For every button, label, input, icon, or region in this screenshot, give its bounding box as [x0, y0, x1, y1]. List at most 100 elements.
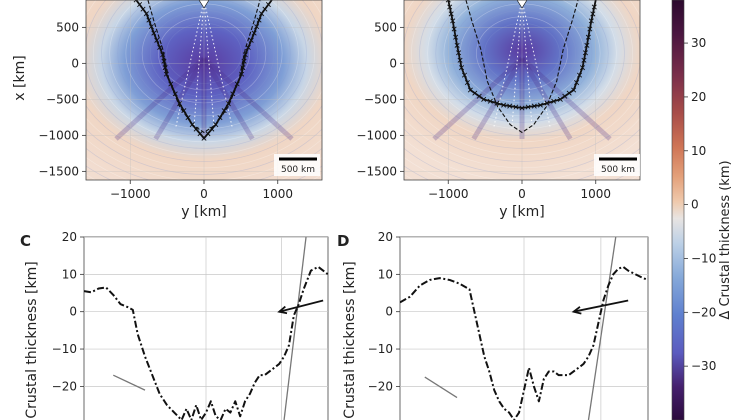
outline-marker — [487, 98, 493, 104]
impact-marker — [516, 0, 528, 9]
y-tick-label: 500 — [56, 20, 79, 34]
interior-streak — [471, 57, 525, 141]
interior-streak — [114, 56, 206, 141]
outline-marker — [453, 34, 459, 40]
outline-marker — [133, 0, 139, 3]
profile-line — [511, 0, 523, 129]
outline-marker — [525, 104, 531, 110]
y-tick-label: 20 — [378, 230, 393, 244]
outline-dashed — [147, 0, 261, 134]
profile-line — [493, 0, 523, 129]
impact-marker — [198, 0, 210, 9]
outline-marker — [230, 91, 236, 97]
panel-d-series — [400, 265, 648, 420]
outline-marker — [579, 65, 585, 71]
panel-d-annotations — [424, 237, 629, 420]
scalebar-a: 500 km — [274, 154, 320, 176]
colorbar-tick-label: 20 — [691, 90, 706, 104]
outline-marker — [248, 37, 254, 43]
y-tick-label: −10 — [368, 342, 393, 356]
outline-marker — [571, 87, 577, 93]
panel-c-series — [84, 265, 328, 420]
colorbar-label: Δ Crustal thickness (km) — [718, 160, 733, 319]
outline-marker — [143, 11, 149, 17]
interior-streak — [153, 57, 207, 141]
outline-marker — [185, 115, 191, 121]
panel-d-letter: D — [337, 232, 349, 250]
outline-marker — [464, 80, 470, 86]
outline-marker — [161, 58, 167, 64]
panel-c-ylabel: Crustal thickness [km] — [24, 261, 40, 418]
colorbar-tick-label: 0 — [691, 198, 699, 212]
colorbar-tick-label: 30 — [691, 36, 706, 50]
y-tick-label: 10 — [378, 267, 393, 281]
colorbar: 30 20 10 0 −10 −20 −30 Δ Crustal thickness (km… — [671, 0, 733, 420]
outline-marker — [160, 52, 166, 58]
colorbar-tick-label: 10 — [691, 144, 706, 158]
outline-marker — [456, 50, 462, 56]
outline-marker — [146, 17, 152, 23]
outline-marker — [590, 11, 596, 17]
slope-arrow-head — [277, 305, 288, 315]
interior-streak — [520, 56, 612, 141]
outline-marker — [519, 105, 525, 111]
outline-marker — [137, 2, 143, 8]
outline-marker — [209, 126, 215, 132]
outline-marker — [481, 96, 487, 102]
map-a-xlabel: y [km] — [181, 204, 226, 220]
outline-marker — [242, 52, 248, 58]
outline-marker — [588, 18, 594, 24]
outline-marker — [151, 30, 157, 36]
outline-marker — [140, 6, 146, 12]
y-tick-label: 0 — [69, 305, 77, 319]
outline-marker — [251, 30, 257, 36]
outline-marker — [459, 65, 465, 71]
outline-marker — [193, 126, 199, 132]
interior-streak — [202, 56, 294, 141]
outline-marker — [551, 98, 557, 104]
y-tick-label: −500 — [46, 92, 79, 106]
outline-marker — [577, 72, 583, 78]
outline-marker — [531, 103, 537, 109]
outline-marker — [189, 122, 195, 128]
outline-marker — [234, 81, 240, 87]
outline-marker — [239, 71, 245, 77]
outline-marker — [587, 26, 593, 32]
y-tick-label: 20 — [62, 230, 77, 244]
map-a-outlines — [133, 0, 273, 141]
panel-d-ticks: 20 10 0 −10 −20 — [368, 230, 400, 393]
map-a-ripples — [86, 0, 322, 180]
y-tick-label: 0 — [71, 56, 79, 70]
x-tick-label: 0 — [518, 187, 526, 201]
tangent-line — [113, 374, 146, 391]
outline-marker — [582, 50, 588, 56]
outline-marker — [584, 42, 590, 48]
profile-line — [521, 0, 533, 129]
y-tick-label: 0 — [385, 305, 393, 319]
outline-marker — [256, 17, 262, 23]
outline-marker — [566, 90, 572, 96]
panel-d-ylabel: Crustal thickness [km] — [342, 261, 358, 418]
outline-marker — [448, 11, 454, 17]
panel-c-grid — [84, 237, 328, 420]
outline-marker — [240, 65, 246, 71]
map-b-ripples — [404, 0, 640, 180]
outline-marker — [168, 81, 174, 87]
colorbar-tick-label: −30 — [691, 359, 716, 373]
outline-marker — [445, 0, 451, 3]
outline-marker — [163, 71, 169, 77]
outline-marker — [476, 93, 482, 99]
outline-marker — [562, 93, 568, 99]
outline-marker — [213, 122, 219, 128]
outline-marker — [513, 104, 519, 110]
y-tick-label: −20 — [368, 379, 393, 393]
scalebar-b: 500 km — [594, 154, 640, 176]
map-a-ticks: −1000 0 1000 500 0 −500 −1000 −1500 — [38, 20, 293, 201]
outline-marker — [451, 26, 457, 32]
outline-dashed — [465, 0, 579, 134]
slope-arrow-shaft — [278, 299, 324, 313]
y-tick-label: −1000 — [38, 128, 79, 142]
interior-streak — [432, 56, 524, 141]
outline-marker — [472, 90, 478, 96]
scalebar-b-label: 500 km — [601, 165, 635, 175]
